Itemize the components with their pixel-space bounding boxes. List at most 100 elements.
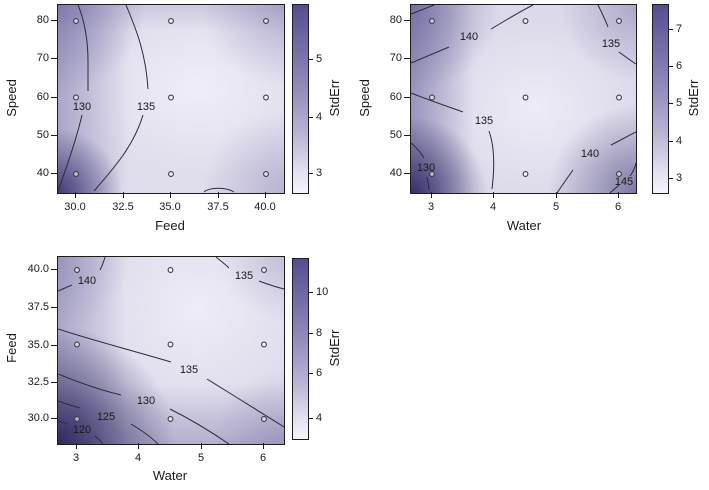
colorbar-tick-label: 5 <box>676 97 683 109</box>
data-point <box>522 171 529 177</box>
colorbar-tick-mark <box>668 141 673 142</box>
data-point <box>263 18 269 24</box>
contour-label: 130 <box>137 395 155 407</box>
y-tick-label: 60 <box>36 91 49 103</box>
colorbar-tick-label: 3 <box>316 167 323 179</box>
data-point <box>263 171 269 177</box>
colorbar <box>292 258 309 440</box>
x-tick-mark <box>431 192 432 198</box>
x-tick-label: 6 <box>614 201 622 213</box>
colorbar-tick-mark <box>308 59 313 60</box>
y-tick-label: 50 <box>36 129 49 141</box>
x-tick-mark <box>556 192 557 198</box>
x-tick-label: 4 <box>134 452 142 464</box>
colorbar <box>652 4 669 194</box>
data-point <box>261 416 267 422</box>
colorbar <box>292 4 309 194</box>
y-tick-mark <box>51 97 57 98</box>
colorbar-tick-mark <box>308 117 313 118</box>
contour-label: 135 <box>235 270 253 282</box>
contour-label: 125 <box>97 411 115 423</box>
panel-feed-water: Feed 40.0 37.5 35.0 32.5 30.0 140 135 13… <box>0 245 355 490</box>
contour-label: 130 <box>73 101 91 113</box>
y-tick-mark <box>404 173 410 174</box>
data-point <box>616 171 622 177</box>
y-tick-label: 40.0 <box>27 263 49 275</box>
contour-layer: 140 135 135 130 125 120 <box>58 257 284 444</box>
colorbar-tick-mark <box>308 418 313 419</box>
y-tick-mark <box>51 135 57 136</box>
colorbar-tick-label: 4 <box>316 412 323 424</box>
data-point <box>168 94 174 101</box>
data-point <box>73 171 79 177</box>
data-point <box>522 18 529 24</box>
x-tick-label: 30.0 <box>64 201 86 213</box>
data-point <box>522 94 529 101</box>
data-point <box>263 94 269 101</box>
y-tick-label: 37.5 <box>27 301 49 313</box>
x-tick-label: 3 <box>427 201 435 213</box>
y-axis-label: Speed <box>4 79 19 117</box>
x-tick-mark <box>123 192 124 198</box>
data-point <box>168 171 174 177</box>
x-tick-mark <box>263 443 264 449</box>
colorbar-tick-mark <box>308 173 313 174</box>
y-tick-label: 80 <box>36 14 49 26</box>
x-tick-mark <box>201 443 202 449</box>
colorbar-tick-mark <box>668 103 673 104</box>
colorbar-tick-label: 6 <box>316 367 323 379</box>
contour-label: 135 <box>475 115 493 127</box>
data-point <box>167 267 174 273</box>
plot-area: 140 135 135 130 140 145 <box>410 4 637 194</box>
x-tick-label: 5 <box>552 201 560 213</box>
colorbar-tick-label: 8 <box>316 327 323 339</box>
colorbar-tick-mark <box>308 333 313 334</box>
y-tick-label: 50 <box>389 129 402 141</box>
data-point <box>429 94 435 101</box>
contour-label: 130 <box>417 162 435 174</box>
colorbar-tick-label: 7 <box>676 23 683 35</box>
data-point <box>168 18 174 24</box>
data-point <box>74 267 80 273</box>
y-axis-label: Speed <box>357 79 372 117</box>
x-tick-mark <box>170 192 171 198</box>
data-point <box>74 416 80 422</box>
y-tick-mark <box>51 307 57 308</box>
contour-label: 120 <box>73 424 91 436</box>
x-tick-label: 37.5 <box>207 201 229 213</box>
panel-speed-water: Speed 80 70 60 50 40 140 135 135 <box>355 0 709 245</box>
x-tick-label: 5 <box>197 452 205 464</box>
colorbar-label: StdErr <box>686 79 701 117</box>
colorbar-tick-mark <box>668 178 673 179</box>
y-axis-label: Feed <box>4 333 19 363</box>
colorbar-tick-mark <box>308 373 313 374</box>
y-tick-label: 40 <box>389 167 402 179</box>
y-tick-mark <box>51 382 57 383</box>
y-tick-label: 80 <box>389 14 402 26</box>
y-tick-label: 30.0 <box>27 412 49 424</box>
contour-label: 145 <box>615 176 633 188</box>
y-tick-label: 60 <box>389 91 402 103</box>
y-tick-mark <box>51 345 57 346</box>
colorbar-tick-mark <box>308 292 313 293</box>
x-tick-mark <box>265 192 266 198</box>
contour-label: 135 <box>180 364 198 376</box>
data-point <box>616 18 622 24</box>
x-tick-label: 32.5 <box>112 201 134 213</box>
x-tick-mark <box>218 192 219 198</box>
x-axis-label: Feed <box>155 218 185 233</box>
x-tick-label: 4 <box>489 201 497 213</box>
y-tick-label: 35.0 <box>27 339 49 351</box>
data-point <box>74 341 80 348</box>
y-tick-mark <box>51 418 57 419</box>
plot-area: 140 135 135 130 125 120 <box>57 256 285 445</box>
colorbar-label: StdErr <box>327 329 342 367</box>
data-point <box>261 341 267 348</box>
colorbar-label: StdErr <box>327 79 342 117</box>
data-point <box>167 341 174 348</box>
x-tick-mark <box>138 443 139 449</box>
colorbar-tick-mark <box>668 29 673 30</box>
data-point <box>73 94 79 101</box>
x-tick-label: 3 <box>72 452 80 464</box>
x-tick-mark <box>75 192 76 198</box>
